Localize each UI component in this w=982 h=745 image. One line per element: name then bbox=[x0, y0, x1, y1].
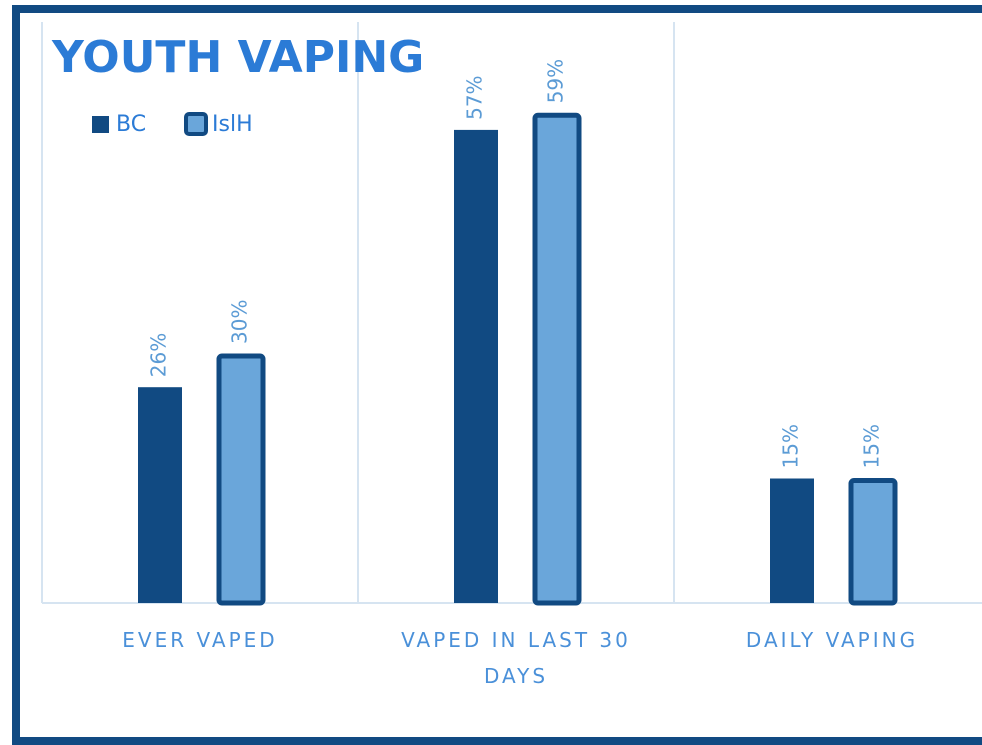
value-label: 59% bbox=[544, 59, 568, 103]
legend-label: BC bbox=[116, 112, 146, 137]
bar bbox=[848, 478, 898, 606]
value-label: 26% bbox=[147, 333, 171, 377]
bar bbox=[138, 387, 182, 603]
gridlines bbox=[41, 22, 982, 604]
x-tick-label: EVER VAPED bbox=[122, 628, 278, 652]
chart-title: YOUTH VAPING bbox=[51, 32, 424, 83]
bar bbox=[532, 112, 582, 606]
value-label: 15% bbox=[860, 424, 884, 468]
legend-swatch bbox=[184, 112, 208, 136]
x-tick-label-box: EVER VAPED bbox=[122, 628, 278, 652]
x-tick-label-box: VAPED IN LAST 30 DAYS bbox=[401, 628, 631, 688]
bar bbox=[216, 353, 266, 606]
frame bbox=[12, 5, 982, 745]
x-tick-label: VAPED IN LAST 30 DAYS bbox=[401, 628, 631, 688]
bar bbox=[454, 129, 498, 603]
legend-swatch bbox=[92, 116, 109, 133]
legend-label: IslH bbox=[212, 112, 253, 137]
value-label: 57% bbox=[463, 75, 487, 119]
x-tick-label-box: DAILY VAPING bbox=[745, 628, 919, 652]
x-tick-label: DAILY VAPING bbox=[745, 628, 919, 652]
value-label: 15% bbox=[779, 424, 803, 468]
bar bbox=[770, 478, 814, 603]
value-label: 30% bbox=[228, 300, 252, 344]
